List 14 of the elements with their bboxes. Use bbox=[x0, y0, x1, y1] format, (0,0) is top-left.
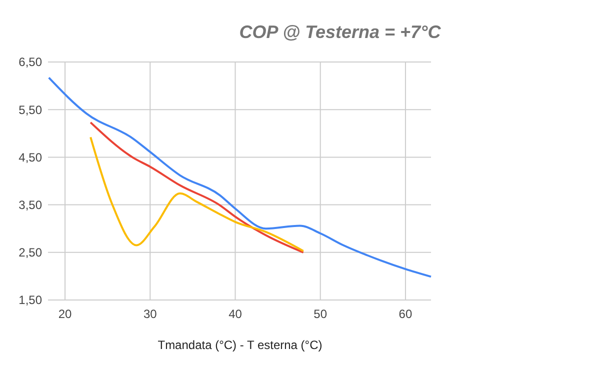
y-tick-label: 5,50 bbox=[18, 102, 42, 117]
x-tick-label: 60 bbox=[398, 307, 412, 321]
x-tick-label: 20 bbox=[58, 307, 72, 321]
x-tick-label: 30 bbox=[143, 307, 158, 321]
y-tick-label: 6,50 bbox=[18, 55, 42, 70]
y-tick-label: 3,50 bbox=[18, 198, 42, 212]
chart-title: COP @ Testerna = +7°C bbox=[239, 22, 442, 42]
y-tick-label: 2,50 bbox=[18, 246, 42, 260]
line-series bbox=[48, 76, 432, 278]
y-tick-label: 4,50 bbox=[18, 150, 42, 164]
x-axis-title: Tmandata (°C) - T esterna (°C) bbox=[158, 338, 322, 352]
x-tick-label: 40 bbox=[228, 307, 242, 321]
y-tick-label: 1,50 bbox=[18, 293, 42, 308]
x-tick-label: 50 bbox=[314, 307, 328, 321]
